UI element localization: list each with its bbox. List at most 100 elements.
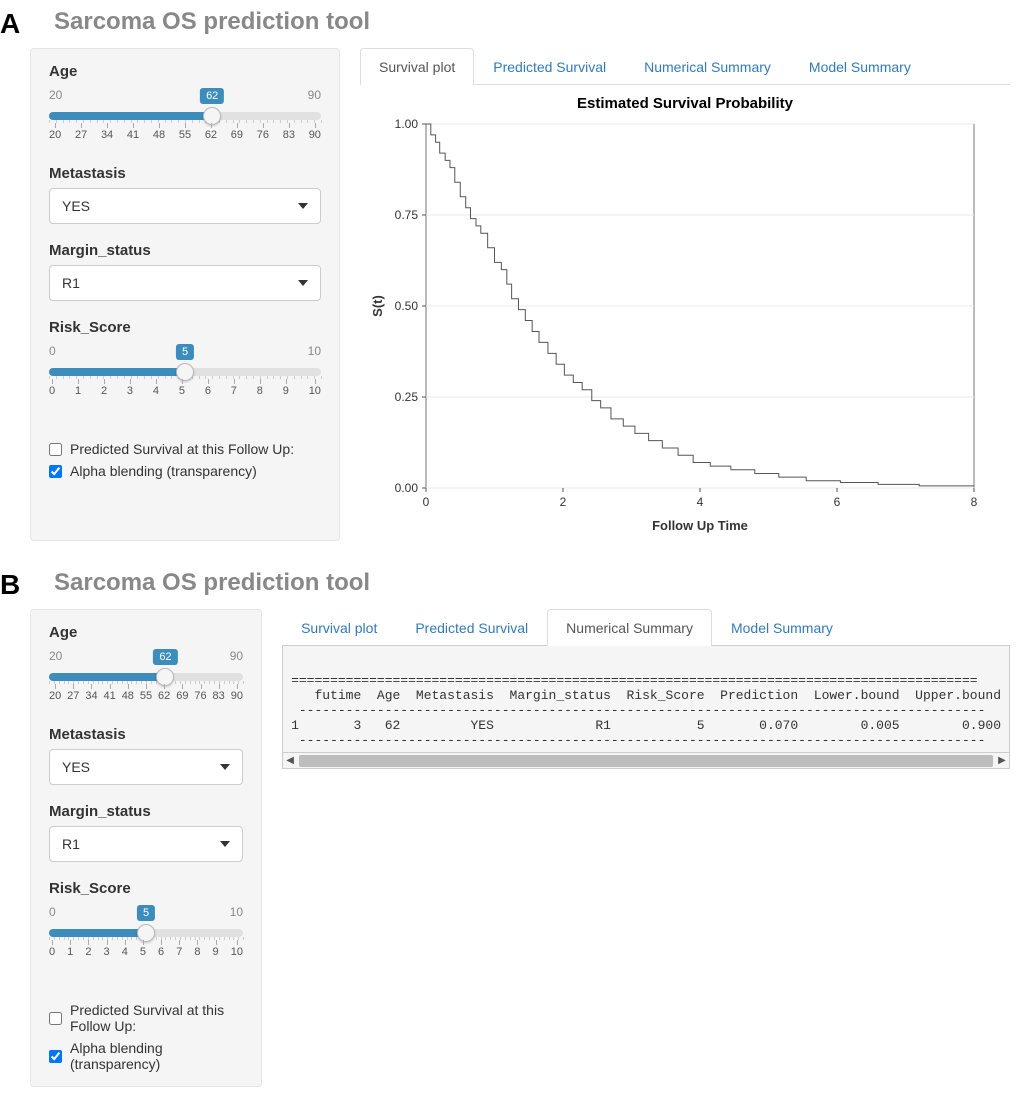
scroll-right-icon[interactable]: ▶ (995, 754, 1009, 768)
slider-thumb[interactable] (156, 668, 174, 686)
predicted-survival-checkbox[interactable]: Predicted Survival at this Follow Up: (49, 1002, 243, 1034)
slider-label: Risk_Score (49, 319, 321, 336)
scroll-thumb[interactable] (299, 755, 993, 767)
slider-value-badge: 62 (200, 88, 224, 104)
tab-model summary[interactable]: Model Summary (712, 609, 852, 646)
slider-max: 10 (308, 344, 321, 358)
age-slider-group: Age 20 90 62 2027344148556269768390 (49, 63, 321, 147)
metastasis-select[interactable]: YES (49, 749, 243, 785)
slider-min: 0 (49, 905, 56, 919)
slider-label: Age (49, 624, 243, 641)
svg-text:0.00: 0.00 (395, 481, 419, 495)
svg-text:0.75: 0.75 (395, 208, 419, 222)
svg-text:Follow Up Time: Follow Up Time (652, 518, 748, 533)
slider-label: Risk_Score (49, 880, 243, 897)
panel-letter: A (0, 8, 20, 40)
tab-survival plot[interactable]: Survival plot (282, 609, 396, 646)
slider-ticks: 012345678910 (49, 946, 243, 964)
select-value: R1 (62, 836, 80, 852)
select-label: Metastasis (49, 726, 243, 743)
slider-min: 20 (49, 649, 62, 663)
select-label: Margin_status (49, 242, 321, 259)
app-title: Sarcoma OS prediction tool (54, 8, 1010, 36)
sidebar: Age 20 90 62 2027344148556269768390 Metas… (30, 609, 262, 1087)
checkbox-label: Predicted Survival at this Follow Up: (70, 441, 294, 457)
select-value: YES (62, 759, 90, 775)
alpha-blending-checkbox-checkbox[interactable] (49, 1050, 62, 1063)
scroll-left-icon[interactable]: ◀ (283, 754, 297, 768)
slider-ticks: 2027344148556269768390 (49, 690, 243, 708)
tab-predicted survival[interactable]: Predicted Survival (396, 609, 547, 646)
horizontal-scrollbar[interactable]: ◀ ▶ (282, 753, 1010, 769)
slider-ticks: 012345678910 (49, 385, 321, 403)
metastasis-select-group: Metastasis YES (49, 165, 321, 224)
margin_status-select[interactable]: R1 (49, 826, 243, 862)
sidebar: Age 20 90 62 2027344148556269768390 Metas… (30, 48, 340, 541)
checkbox-label: Alpha blending (transparency) (70, 463, 257, 479)
slider-min: 0 (49, 344, 56, 358)
svg-text:0.50: 0.50 (395, 299, 419, 313)
svg-text:4: 4 (697, 495, 704, 509)
svg-text:0.25: 0.25 (395, 390, 419, 404)
slider-max: 10 (230, 905, 243, 919)
tab-numerical summary[interactable]: Numerical Summary (547, 609, 712, 646)
tab-survival plot[interactable]: Survival plot (360, 48, 474, 85)
slider-value-badge: 5 (137, 905, 155, 921)
slider-thumb[interactable] (203, 107, 221, 125)
app-title: Sarcoma OS prediction tool (54, 569, 1010, 597)
slider-value-badge: 5 (176, 344, 194, 360)
select-value: YES (62, 198, 90, 214)
tabs: Survival plotPredicted SurvivalNumerical… (360, 48, 1010, 85)
chevron-down-icon (220, 764, 230, 770)
chart-area: Estimated Survival Probability 0.00 0.25 0… (360, 85, 1010, 541)
chevron-down-icon (220, 841, 230, 847)
alpha-blending-checkbox-checkbox[interactable] (49, 465, 62, 478)
survival-chart: 0.000.250.500.751.0002468Follow Up TimeS… (368, 116, 988, 536)
tabs: Survival plotPredicted SurvivalNumerical… (282, 609, 1010, 646)
slider[interactable]: 5 (49, 362, 321, 382)
risk_score-slider-group: Risk_Score 0 10 5 012345678910 (49, 319, 321, 403)
select-label: Metastasis (49, 165, 321, 182)
slider[interactable]: 5 (49, 923, 243, 943)
margin_status-select[interactable]: R1 (49, 265, 321, 301)
tab-predicted survival[interactable]: Predicted Survival (474, 48, 625, 85)
tab-model summary[interactable]: Model Summary (790, 48, 930, 85)
margin_status-select-group: Margin_status R1 (49, 803, 243, 862)
numerical-summary-output: ========================================… (282, 645, 1010, 753)
select-label: Margin_status (49, 803, 243, 820)
slider-value-badge: 62 (153, 649, 177, 665)
slider-ticks: 2027344148556269768390 (49, 129, 321, 147)
tab-numerical summary[interactable]: Numerical Summary (625, 48, 790, 85)
metastasis-select[interactable]: YES (49, 188, 321, 224)
slider-label: Age (49, 63, 321, 80)
chevron-down-icon (298, 203, 308, 209)
main-area: Survival plotPredicted SurvivalNumerical… (282, 609, 1010, 1087)
chevron-down-icon (298, 280, 308, 286)
slider-max: 90 (230, 649, 243, 663)
risk_score-slider-group: Risk_Score 0 10 5 012345678910 (49, 880, 243, 964)
main-area: Survival plotPredicted SurvivalNumerical… (360, 48, 1010, 541)
predicted-survival-checkbox[interactable]: Predicted Survival at this Follow Up: (49, 441, 321, 457)
svg-text:S(t): S(t) (370, 295, 385, 317)
slider-thumb[interactable] (176, 363, 194, 381)
chart-title: Estimated Survival Probability (368, 95, 1002, 112)
panel-a: A Sarcoma OS prediction tool Age 2090 62… (0, 8, 1020, 561)
select-value: R1 (62, 275, 80, 291)
svg-text:6: 6 (834, 495, 841, 509)
alpha-blending-checkbox[interactable]: Alpha blending (transparency) (49, 1040, 243, 1072)
slider-max: 90 (308, 88, 321, 102)
checkbox-label: Predicted Survival at this Follow Up: (70, 1002, 243, 1034)
predicted-survival-checkbox-checkbox[interactable] (49, 443, 62, 456)
alpha-blending-checkbox[interactable]: Alpha blending (transparency) (49, 463, 321, 479)
metastasis-select-group: Metastasis YES (49, 726, 243, 785)
checkbox-label: Alpha blending (transparency) (70, 1040, 243, 1072)
svg-text:0: 0 (423, 495, 430, 509)
panel-b: B Sarcoma OS prediction tool Age 20 90 62… (0, 569, 1020, 1107)
svg-text:8: 8 (971, 495, 978, 509)
margin_status-select-group: Margin_status R1 (49, 242, 321, 301)
slider-min: 20 (49, 88, 62, 102)
panel-letter: B (0, 569, 20, 601)
svg-text:1.00: 1.00 (395, 117, 419, 131)
predicted-survival-checkbox-checkbox[interactable] (49, 1012, 62, 1025)
slider-thumb[interactable] (137, 924, 155, 942)
